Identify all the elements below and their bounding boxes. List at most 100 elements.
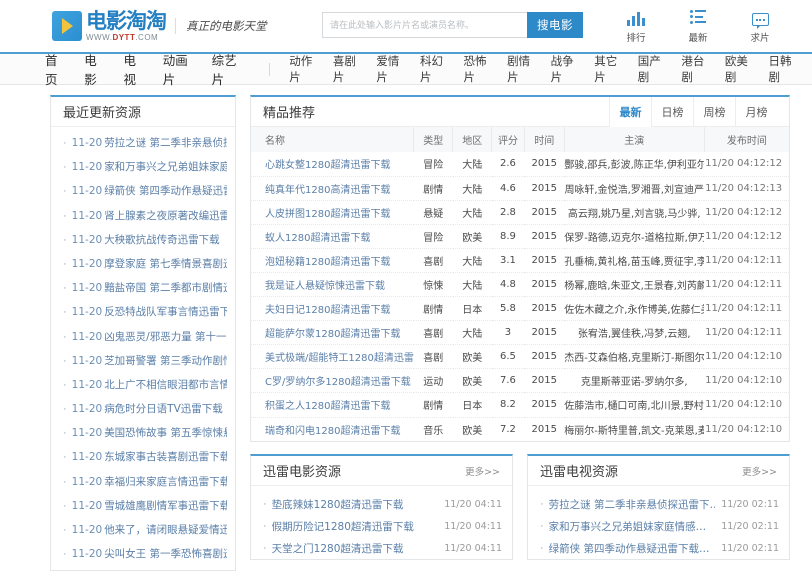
nav-item-hktw[interactable]: 港台剧: [681, 54, 705, 84]
list-item[interactable]: · 11-20 东城家事古装喜剧迅雷下载: [51, 449, 235, 473]
movie-title-link[interactable]: 夫妇日记1280超清迅雷下载: [251, 296, 414, 322]
list-item[interactable]: · 垫底辣妹1280超清迅雷下载 11/20 04:11: [251, 493, 512, 515]
list-item-label[interactable]: 11-20 幸福归来家庭言情迅雷下载: [71, 475, 227, 488]
movie-title-link[interactable]: 超能萨尔蒙1280超清迅雷下载: [251, 320, 414, 346]
recommend-tab[interactable]: 最新: [609, 96, 651, 127]
table-row[interactable]: 我是证人悬疑惊悚迅雷下载 惊悚 大陆 4.8 2015 杨幂,鹿晗,朱亚文,王景春,刘芮麟…: [251, 272, 789, 298]
table-row[interactable]: 超能萨尔蒙1280超清迅雷下载 喜剧 大陆 3 2015 张宥浩,翼佳秩,冯梦,云翘, 11…: [251, 320, 789, 346]
list-item-label[interactable]: 假期历险记1280超清迅雷下载: [271, 520, 414, 533]
movie-title-link[interactable]: 我是证人悬疑惊悚迅雷下载: [251, 272, 414, 298]
list-item-label[interactable]: 家和万事兴之兄弟姐妹家庭情感…: [548, 520, 707, 533]
table-row[interactable]: 纯真年代1280高清迅雷下载 剧情 大陆 4.6 2015 周咏轩,金悦浩,罗湘晋,刘宣迪…: [251, 176, 789, 201]
movie-title-link[interactable]: 纯真年代1280高清迅雷下载: [251, 176, 414, 201]
nav-item-animation[interactable]: 动画片: [162, 53, 188, 87]
thunder-tv-more-link[interactable]: 更多>>: [742, 466, 777, 478]
movie-title-link[interactable]: 心跳女整1280超清迅雷下载: [251, 152, 414, 177]
nav-item-variety[interactable]: 综艺片: [211, 53, 237, 87]
table-row[interactable]: 美式极端/超能特工1280超清迅雷 喜剧 欧美 6.5 2015 杰西-艾森伯格,克里斯汀…: [251, 344, 789, 370]
movie-title-link[interactable]: C罗/罗纳尔多1280超清迅雷下载: [251, 368, 414, 394]
table-row[interactable]: 泡妞秘籍1280超清迅雷下载 喜剧 大陆 3.1 2015 孔垂楠,黄礼格,苗玉峰,贾征宇…: [251, 248, 789, 273]
list-item[interactable]: · 劳拉之谜 第二季非亲悬侦探迅雷下… 11/20 02:11: [528, 493, 789, 515]
list-item[interactable]: · 11-20肾上腺素之夜原著改编迅雷下载: [51, 208, 235, 232]
list-item[interactable]: · 11-20 病危时分日语TV迅雷下载: [51, 401, 235, 425]
movie-title-link[interactable]: 蚁人1280超清迅雷下载: [251, 224, 414, 249]
nav-item-action[interactable]: 动作片: [289, 54, 313, 84]
thunder-movie-more-link[interactable]: 更多>>: [465, 466, 500, 478]
list-item[interactable]: · 11-20 幸福归来家庭言情迅雷下载: [51, 474, 235, 498]
table-row[interactable]: C罗/罗纳尔多1280超清迅雷下载 运动 欧美 7.6 2015 克里斯蒂亚诺-罗纳尔多,…: [251, 368, 789, 394]
nav-item-war[interactable]: 战争片: [550, 54, 574, 84]
table-row[interactable]: 人皮拼图1280超清迅雷下载 悬疑 大陆 2.8 2015 高云翔,姚乃星,刘言骁,马少骅…: [251, 200, 789, 225]
nav-item-home[interactable]: 首页: [45, 53, 58, 87]
list-item[interactable]: · 家和万事兴之兄弟姐妹家庭情感… 11/20 02:11: [528, 515, 789, 537]
movie-title-link[interactable]: 瑞奇和闪电1280超清迅雷下载: [265, 425, 401, 437]
movie-title-link[interactable]: 积蛋之人1280超清迅雷下载: [251, 392, 414, 418]
list-item[interactable]: · 天堂之门1280超清迅雷下载 11/20 04:11: [251, 537, 512, 559]
nav-item-movie[interactable]: 电影: [84, 53, 97, 87]
list-item-label[interactable]: 11-20他来了，请闭眼悬疑爱情迅雷下…: [71, 524, 227, 536]
request-entry[interactable]: 求片: [740, 8, 780, 44]
list-item-label[interactable]: 11-20家和万事兴之兄弟姐妹家庭情感…: [71, 161, 227, 174]
list-item[interactable]: · 11-20北上广不相信眼泪都市言情迅雷…: [51, 377, 235, 401]
list-item-label[interactable]: 11-20 病危时分日语TV迅雷下载: [71, 403, 223, 416]
latest-entry[interactable]: 最新: [678, 8, 718, 44]
list-item[interactable]: · 假期历险记1280超清迅雷下载 11/20 04:11: [251, 515, 512, 537]
table-row[interactable]: 积蛋之人1280超清迅雷下载 剧情 日本 8.2 2015 佐藤浩市,樋口可南,北川景,野…: [251, 392, 789, 418]
nav-item-tv[interactable]: 电视: [123, 53, 137, 87]
list-item[interactable]: · 11-20他来了，请闭眼悬疑爱情迅雷下…: [51, 522, 235, 546]
movie-title-link[interactable]: 人皮拼图1280超清迅雷下载: [251, 200, 414, 225]
list-item-label[interactable]: 11-20 雪城雄鹰剧情军事迅雷下载: [71, 499, 227, 512]
nav-item-drama[interactable]: 剧情片: [507, 54, 531, 84]
nav-item-western[interactable]: 欧美剧: [724, 54, 748, 84]
movie-title-link[interactable]: 美式极端/超能特工1280超清迅雷: [251, 344, 414, 370]
list-item[interactable]: · 11-20 雪城雄鹰剧情军事迅雷下载: [51, 498, 235, 522]
recommend-tab[interactable]: 月榜: [735, 96, 777, 127]
recommend-tab[interactable]: 日榜: [651, 96, 693, 127]
nav-item-domestic[interactable]: 国产剧: [637, 54, 661, 84]
nav-item-comedy[interactable]: 喜剧片: [332, 54, 356, 84]
list-item-label[interactable]: 11-20肾上腺素之夜原著改编迅雷下载: [71, 209, 227, 222]
nav-item-jpkr[interactable]: 日韩剧: [768, 54, 792, 84]
list-item-label[interactable]: 劳拉之谜 第二季非亲悬侦探迅雷下…: [548, 498, 716, 511]
list-item-label[interactable]: 天堂之门1280超清迅雷下载: [271, 542, 404, 555]
list-item-label[interactable]: 11-20反恐特战队军事言情迅雷下载: [71, 306, 227, 319]
list-item[interactable]: · 11-20 大秧歌抗战传奇迅雷下载: [51, 232, 235, 256]
list-item[interactable]: · 绿箭侠 第四季动作悬疑迅雷下载… 11/20 02:11: [528, 537, 789, 559]
table-row[interactable]: 瑞奇和闪电1280超清迅雷下载 音乐 欧美 7.2 2015 梅丽尔-斯特里普,凯文-克莱…: [251, 417, 789, 441]
search-input[interactable]: [322, 12, 527, 38]
nav-item-other[interactable]: 其它片: [594, 54, 618, 84]
list-item-label[interactable]: 11-20北上广不相信眼泪都市言情迅雷…: [71, 378, 227, 391]
list-item-label[interactable]: 11-20 东城家事古装喜剧迅雷下载: [71, 451, 227, 464]
list-item-label[interactable]: 11-20 大秧歌抗战传奇迅雷下载: [71, 233, 220, 246]
nav-item-horror[interactable]: 恐怖片: [463, 54, 487, 84]
site-logo[interactable]: 电影淘淘 WWW.DYTT.COM 真正的电影天堂: [52, 10, 267, 42]
table-row[interactable]: 蚁人1280超清迅雷下载 冒险 欧美 8.9 2015 保罗-路德,迈克尔-道格拉斯,伊万…: [251, 224, 789, 249]
nav-item-scifi[interactable]: 科幻片: [419, 54, 443, 84]
list-item-label[interactable]: 绿箭侠 第四季动作悬疑迅雷下载…: [548, 542, 710, 555]
nav-item-romance[interactable]: 爱情片: [376, 54, 400, 84]
table-row[interactable]: 心跳女整1280超清迅雷下载 冒险 大陆 2.6 2015 酆骏,邵兵,彭波,陈正华,伊利…: [251, 152, 789, 177]
movie-title-link[interactable]: 泡妞秘籍1280超清迅雷下载: [251, 248, 414, 273]
list-item[interactable]: · 11-20反恐特战队军事言情迅雷下载: [51, 304, 235, 328]
rank-entry[interactable]: 排行: [616, 8, 656, 44]
table-row[interactable]: 夫妇日记1280超清迅雷下载 剧情 日本 5.8 2015 佐佐木藏之介,永作博美,佐藤仁…: [251, 296, 789, 322]
recommend-tab[interactable]: 周榜: [693, 96, 735, 127]
list-item-label[interactable]: 垫底辣妹1280超清迅雷下载: [271, 498, 404, 511]
search-button[interactable]: 搜电影: [527, 12, 583, 38]
